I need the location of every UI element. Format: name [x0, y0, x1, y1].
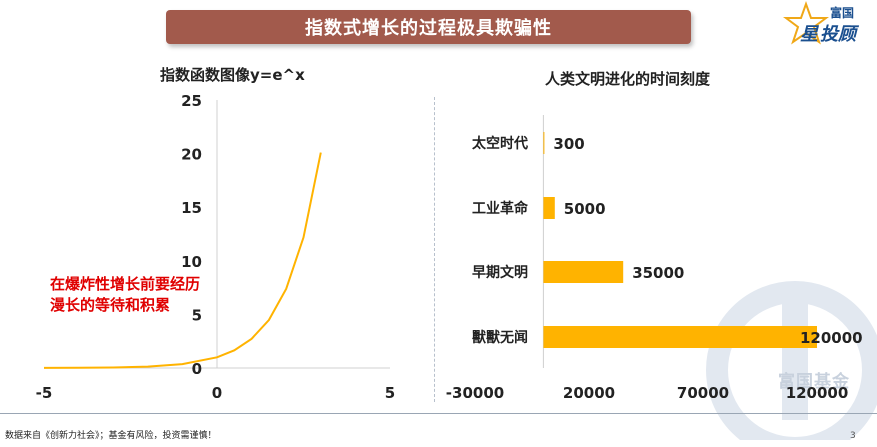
star-icon [783, 1, 829, 45]
footer-divider [0, 413, 877, 414]
bar-data-label: 35000 [632, 264, 684, 282]
watermark-emblem [706, 281, 877, 440]
line-chart-title: 指数函数图像y=e^x [160, 66, 305, 84]
y-tick-label: 15 [181, 199, 202, 217]
bar [543, 132, 545, 154]
logo-top-text: 富国 [830, 5, 854, 20]
bar [543, 197, 555, 219]
y-tick-label: 20 [181, 146, 202, 164]
bar-data-label: 300 [553, 135, 584, 153]
footer-source-text: 数据来自《创新力社会》；基金有风险，投资需谨慎！ [5, 431, 217, 441]
category-label: 獸獸无闻 [472, 329, 528, 346]
bar [543, 261, 624, 283]
bar-chart-title: 人类文明进化的时间刻度 [545, 70, 711, 88]
watermark-text: 富国基金 [778, 372, 850, 392]
exponential-line-chart: 指数函数图像y=e^x 0 5 10 15 20 25 -5 0 5 [36, 66, 396, 402]
exponential-series-line [43, 152, 322, 369]
x-tick-label: 70000 [677, 384, 729, 402]
y-tick-label: 10 [181, 253, 202, 271]
page-number: 3 [850, 431, 856, 441]
x-tick-label: 120000 [786, 384, 849, 402]
y-tick-label: 25 [181, 92, 202, 110]
x-tick-label: 0 [212, 384, 222, 402]
category-label: 工业革命 [472, 200, 529, 217]
logo: 富国 星 投顾 [783, 1, 860, 45]
x-tick-label: 5 [385, 384, 395, 402]
bar [543, 326, 817, 348]
chart-annotation: 在爆炸性增长前要经历漫长的等待和积累 [50, 275, 201, 314]
logo-main-text-2: 投顾 [820, 24, 860, 45]
y-tick-label: 0 [192, 360, 202, 378]
x-tick-label: 20000 [563, 384, 615, 402]
chart-divider [434, 97, 435, 402]
bar-data-label: 5000 [564, 200, 606, 218]
category-label: 太空时代 [472, 135, 528, 152]
category-label: 早期文明 [472, 264, 528, 281]
x-tick-label: -5 [36, 384, 53, 402]
bar-data-label: 120000 [800, 329, 863, 347]
x-tick-label: -30000 [446, 384, 504, 402]
y-tick-label: 5 [192, 306, 202, 324]
logo-main-text-1: 星 [800, 24, 820, 45]
page-title-banner: 指数式增长的过程极具欺骗性 [166, 10, 691, 44]
